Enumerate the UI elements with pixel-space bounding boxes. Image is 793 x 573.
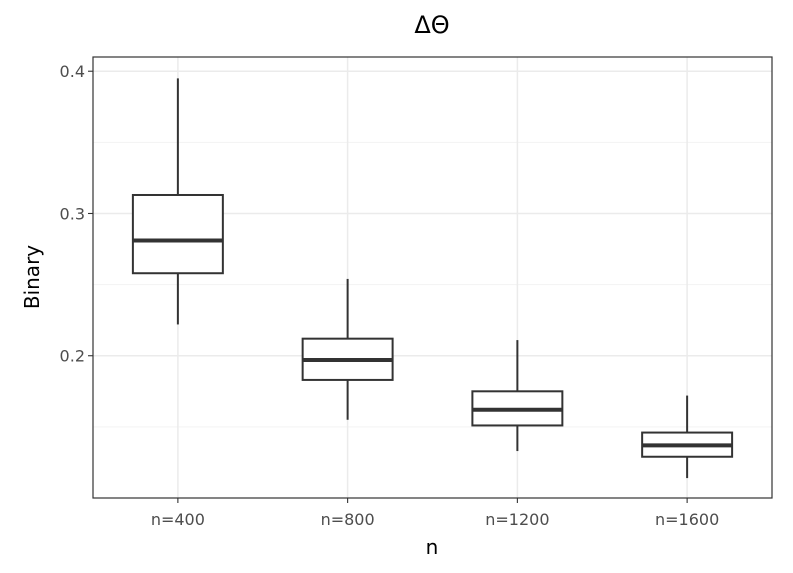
y-axis-title: Binary (20, 245, 44, 309)
boxes (131, 78, 734, 479)
iqr-box (131, 193, 224, 275)
x-tick-label: n=1200 (485, 510, 549, 529)
axes: 0.2 0.3 0.4 n=400 n=800 n=1200 n=1600 (60, 62, 720, 529)
box-n=800 (301, 278, 394, 420)
x-tick-label: n=400 (151, 510, 205, 529)
box-n=1600 (641, 395, 734, 479)
plot-panel (92, 56, 773, 499)
y-tick-label: 0.2 (60, 347, 85, 366)
box-n=400 (131, 78, 224, 325)
y-tick-label: 0.3 (60, 204, 85, 223)
box-n=1200 (471, 340, 564, 452)
chart-title: ΔΘ (414, 11, 449, 39)
y-tick-label: 0.4 (60, 62, 85, 81)
x-tick-label: n=800 (321, 510, 375, 529)
x-axis-title: n (426, 535, 439, 559)
x-tick-label: n=1600 (655, 510, 719, 529)
